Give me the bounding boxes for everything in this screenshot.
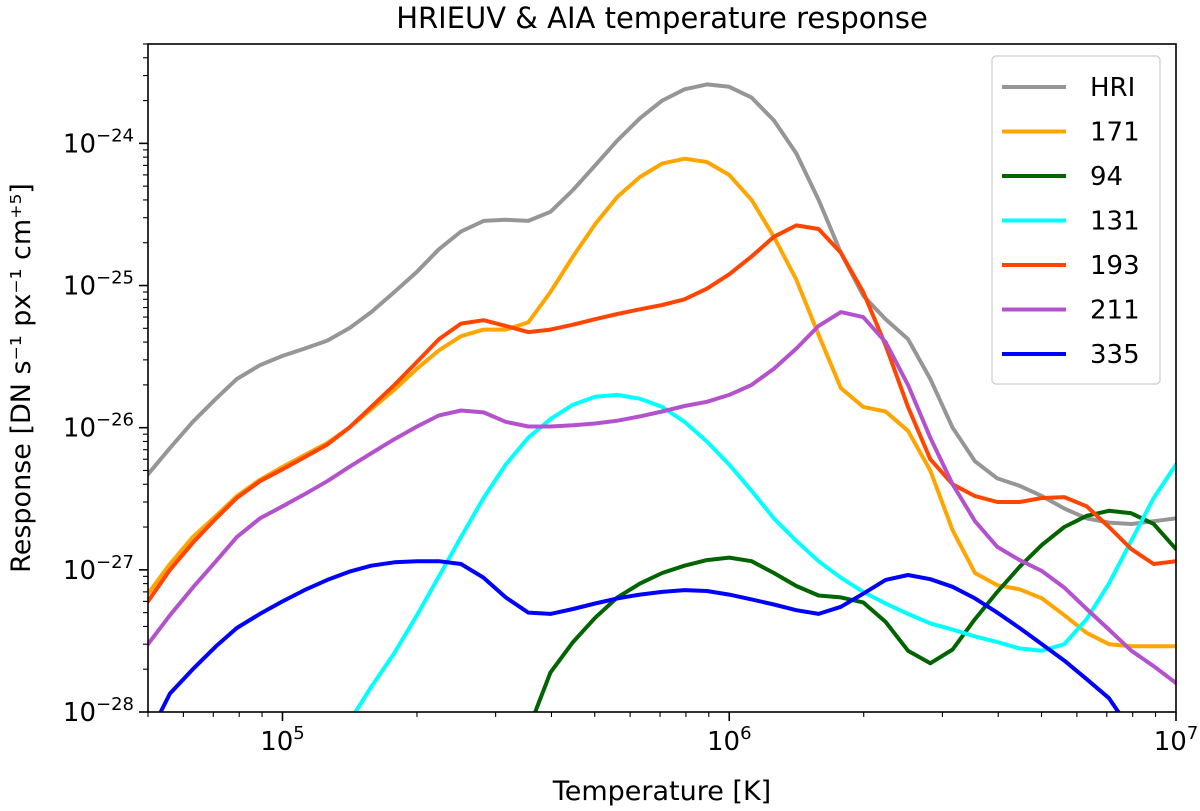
series-line-94 <box>533 508 1176 712</box>
plot-frame <box>147 43 1177 713</box>
x-tick-label: 105 <box>260 723 305 757</box>
legend-label-335: 335 <box>1090 340 1140 370</box>
legend-label-131: 131 <box>1090 207 1140 237</box>
x-axis: 105 106 107 <box>147 712 1199 757</box>
y-axis: 10−28 10−27 10−26 10−25 10−24 <box>63 43 148 728</box>
series-layer <box>148 82 1176 712</box>
legend-box <box>991 55 1161 385</box>
chart-title: HRIEUV & AIA temperature response <box>396 1 928 35</box>
legend-label-94: 94 <box>1090 162 1123 192</box>
x-tick-label: 107 <box>1154 723 1199 757</box>
x-tick-label: 106 <box>707 723 752 757</box>
y-axis-label: Response [DN s⁻¹ px⁻¹ cm⁺⁵] <box>6 183 37 573</box>
series-line-131 <box>353 392 1176 712</box>
series-line-HRI <box>148 82 1176 526</box>
y-tick-label: 10−28 <box>63 694 134 728</box>
legend-label-211: 211 <box>1090 296 1140 326</box>
legend-label-193: 193 <box>1090 251 1140 281</box>
y-tick-label: 10−26 <box>63 410 134 444</box>
series-line-335 <box>158 559 1121 712</box>
y-tick-label: 10−27 <box>63 552 134 586</box>
y-tick-label: 10−25 <box>63 268 134 302</box>
x-axis-label: Temperature [K] <box>552 776 771 807</box>
legend-label-HRI: HRI <box>1090 73 1135 103</box>
series-line-211 <box>148 310 1176 685</box>
legend: HRI 171 94 131 193 211 335 <box>991 55 1161 385</box>
series-line-193 <box>148 223 1176 604</box>
y-tick-label: 10−24 <box>63 125 134 159</box>
legend-label-171: 171 <box>1090 118 1140 148</box>
